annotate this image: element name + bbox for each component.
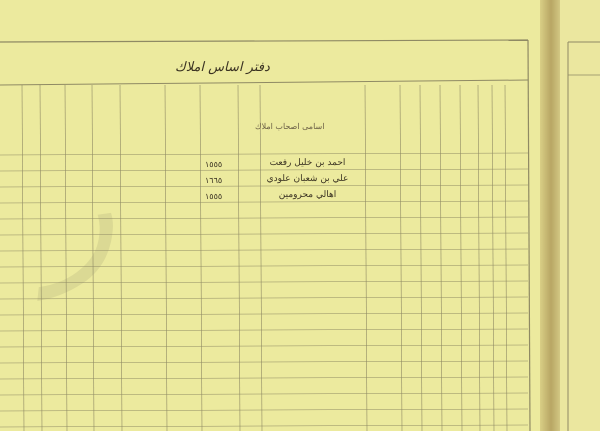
column-rule [64, 84, 68, 431]
row-rule [0, 328, 529, 332]
book-gutter [540, 0, 562, 431]
column-rule [419, 84, 423, 431]
ledger-page-right [560, 0, 600, 431]
column-rule [91, 84, 95, 431]
title-rule [0, 79, 529, 86]
row-rule [0, 392, 529, 396]
column-rule [477, 84, 481, 431]
row-rule [0, 344, 529, 348]
column-rule [459, 84, 463, 431]
row-owner-name: اهالي محرومين [278, 190, 337, 200]
column-rule [364, 84, 368, 431]
column-rule [491, 84, 495, 431]
ledger-title: دفتر اساس املاك [175, 60, 270, 75]
column-rule [39, 84, 43, 431]
right-border [527, 39, 531, 431]
row-rule [0, 376, 529, 380]
column-rule [199, 84, 203, 431]
row-rule [0, 408, 529, 412]
row-rule [0, 200, 529, 204]
column-rule [504, 84, 508, 431]
row-rule [0, 248, 529, 252]
row-rule [0, 312, 529, 316]
row-rule [0, 280, 529, 284]
top-rule [0, 39, 529, 43]
row-value: ١٦٦٥ [205, 176, 223, 185]
column-rule [439, 84, 443, 431]
row-value: ١٥٥٥ [205, 192, 223, 201]
column-rule [237, 84, 241, 431]
row-rule [0, 360, 529, 364]
row-rule [0, 264, 529, 268]
column-rule [119, 84, 123, 431]
row-value: ١٥٥٥ [205, 160, 223, 169]
row-rule [0, 168, 529, 172]
column-rule [259, 84, 263, 431]
row-rule [0, 216, 529, 220]
row-owner-name: علي بن شعبان علودي [266, 174, 349, 184]
column-rule [164, 84, 168, 431]
column-rule [399, 84, 403, 431]
row-rule [0, 424, 529, 428]
row-rule [0, 184, 529, 188]
column-rule [21, 84, 25, 431]
row-rule [0, 296, 529, 300]
column-header-owners: اسامی اصحاب املاك [255, 122, 325, 131]
row-rule [0, 232, 529, 236]
row-rule [0, 152, 529, 156]
ledger-page-left [0, 0, 545, 431]
row-owner-name: احمد بن خليل رفعت [269, 158, 346, 168]
